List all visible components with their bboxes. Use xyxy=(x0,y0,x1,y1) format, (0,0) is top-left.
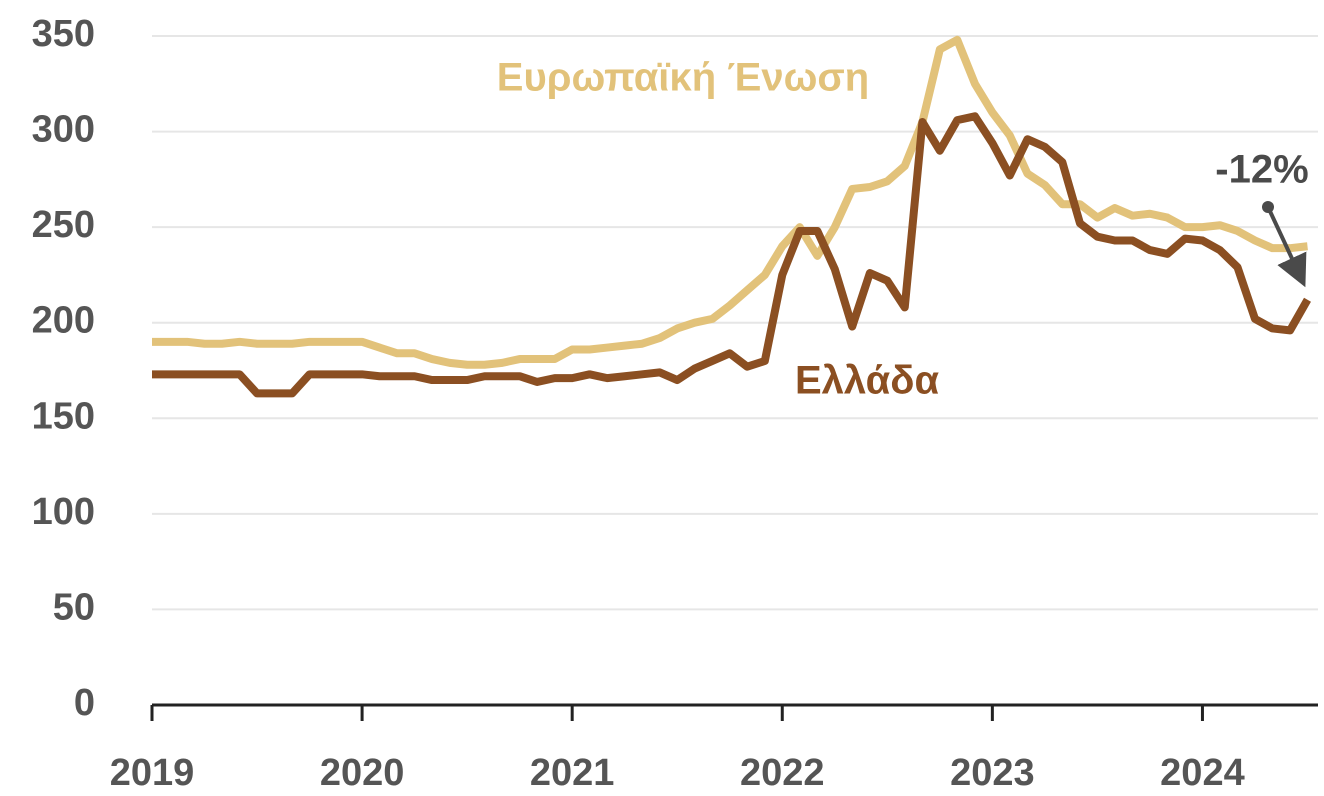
series-label: Ευρωπαϊκή Ένωση xyxy=(497,56,869,100)
annotation: -12% xyxy=(1215,148,1308,192)
x-tick-label: 2020 xyxy=(320,752,405,794)
y-tick-label: 200 xyxy=(32,300,95,342)
y-tick-label: 350 xyxy=(32,13,95,55)
series-line xyxy=(152,35,1308,369)
series-label: Ελλάδα xyxy=(795,359,940,403)
y-tick-label: 300 xyxy=(32,109,95,151)
y-tick-label: 150 xyxy=(32,395,95,437)
x-tick-label: 2019 xyxy=(110,752,195,794)
y-tick-label: 50 xyxy=(53,586,95,628)
x-tick-label: 2021 xyxy=(530,752,615,794)
series-line xyxy=(152,112,1311,398)
y-tick-label: 0 xyxy=(74,682,95,724)
x-tick-label: 2024 xyxy=(1160,752,1245,794)
y-tick-label: 250 xyxy=(32,204,95,246)
x-tick-label: 2022 xyxy=(740,752,825,794)
y-tick-label: 100 xyxy=(32,491,95,533)
annotation-arrow xyxy=(1266,206,1307,288)
x-tick-label: 2023 xyxy=(950,752,1035,794)
